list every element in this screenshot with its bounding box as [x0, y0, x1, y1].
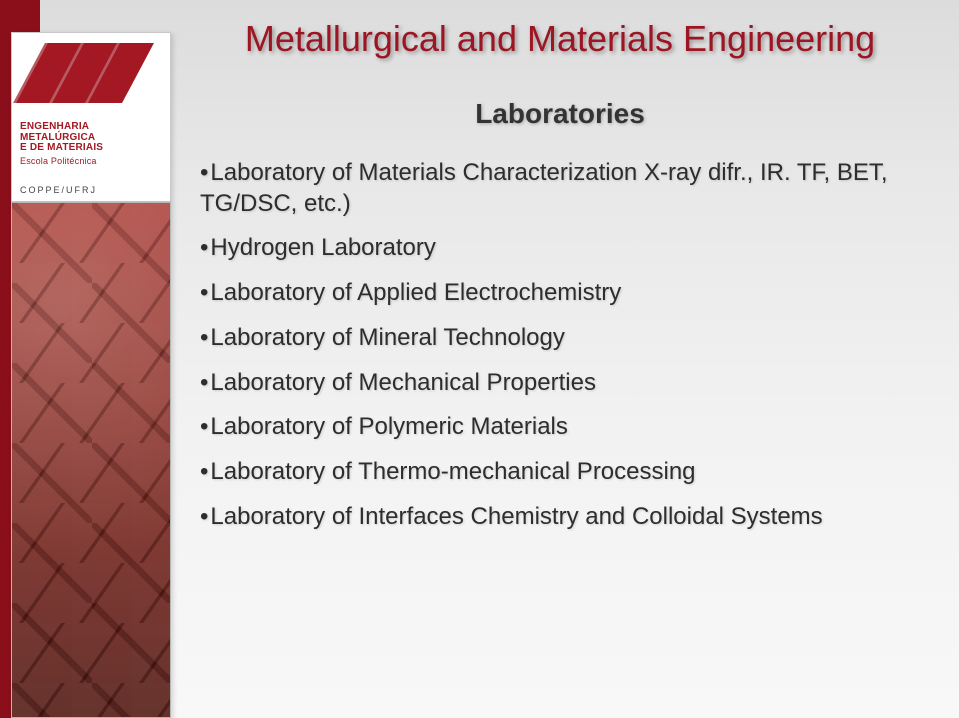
logo-line-1: ENGENHARIA: [20, 122, 162, 133]
logo-text: ENGENHARIA METALÚRGICA E DE MATERIAIS Es…: [20, 122, 162, 166]
bullet-item: Laboratory of Mechanical Properties: [200, 368, 920, 399]
bullet-item: Laboratory of Materials Characterization…: [200, 158, 920, 219]
logo-mark-icon: [20, 43, 140, 103]
logo-footer: COPPE/UFRJ: [20, 185, 162, 195]
bullet-list: Laboratory of Materials Characterization…: [200, 158, 920, 546]
side-photo: [11, 202, 171, 718]
page-subtitle: Laboratories: [190, 98, 930, 130]
bullet-item: Laboratory of Thermo-mechanical Processi…: [200, 457, 920, 488]
logo-box: ENGENHARIA METALÚRGICA E DE MATERIAIS Es…: [11, 32, 171, 202]
logo-sub: Escola Politécnica: [20, 157, 162, 166]
slide: ENGENHARIA METALÚRGICA E DE MATERIAIS Es…: [0, 0, 959, 718]
bullet-item: Laboratory of Mineral Technology: [200, 323, 920, 354]
page-title: Metallurgical and Materials Engineering: [190, 18, 930, 60]
logo-line-3: E DE MATERIAIS: [20, 143, 162, 154]
bullet-item: Hydrogen Laboratory: [200, 233, 920, 264]
bullet-item: Laboratory of Applied Electrochemistry: [200, 278, 920, 309]
bullet-item: Laboratory of Interfaces Chemistry and C…: [200, 502, 920, 533]
bullet-item: Laboratory of Polymeric Materials: [200, 412, 920, 443]
